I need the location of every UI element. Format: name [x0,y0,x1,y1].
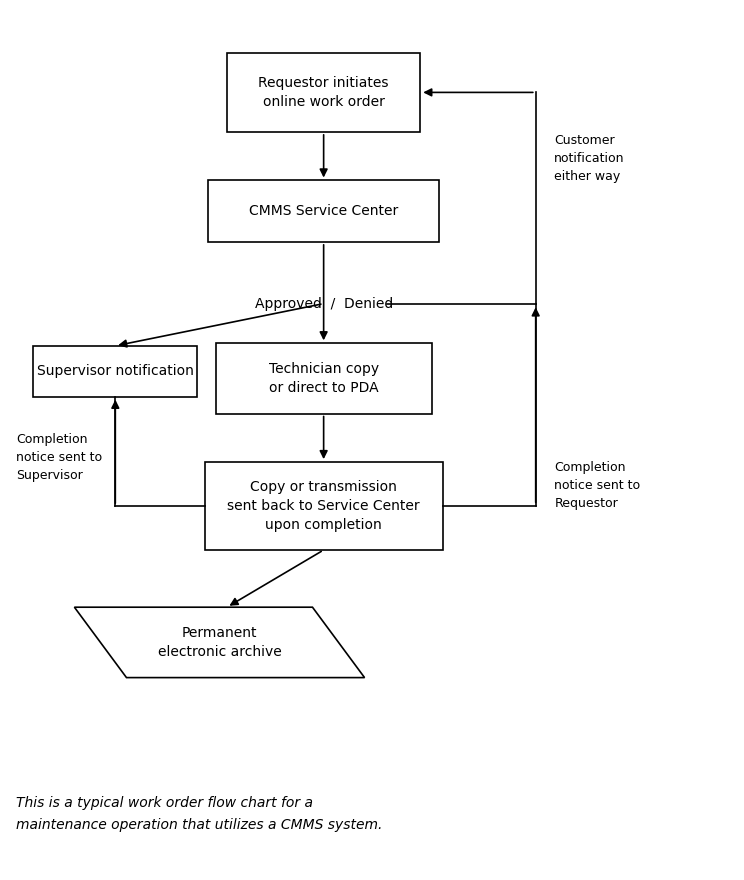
Text: Copy or transmission
sent back to Service Center
upon completion: Copy or transmission sent back to Servic… [228,480,420,532]
Text: CMMS Service Center: CMMS Service Center [249,204,398,218]
Polygon shape [74,607,365,678]
Text: Permanent
electronic archive: Permanent electronic archive [158,626,281,659]
Text: Customer
notification
either way: Customer notification either way [554,134,625,183]
Text: Technician copy
or direct to PDA: Technician copy or direct to PDA [269,362,379,395]
Bar [208,180,439,242]
Bar [227,53,420,132]
Text: Approved  /  Denied: Approved / Denied [254,297,393,311]
Bar [33,346,197,397]
Text: This is a typical work order flow chart for a
maintenance operation that utilize: This is a typical work order flow chart … [16,796,382,832]
Text: Completion
notice sent to
Requestor: Completion notice sent to Requestor [554,461,641,510]
Text: Completion
notice sent to
Supervisor: Completion notice sent to Supervisor [16,433,103,482]
Bar [205,462,443,550]
Text: Supervisor notification: Supervisor notification [37,364,193,378]
Bar [216,343,432,414]
Text: Requestor initiates
online work order: Requestor initiates online work order [258,76,389,109]
